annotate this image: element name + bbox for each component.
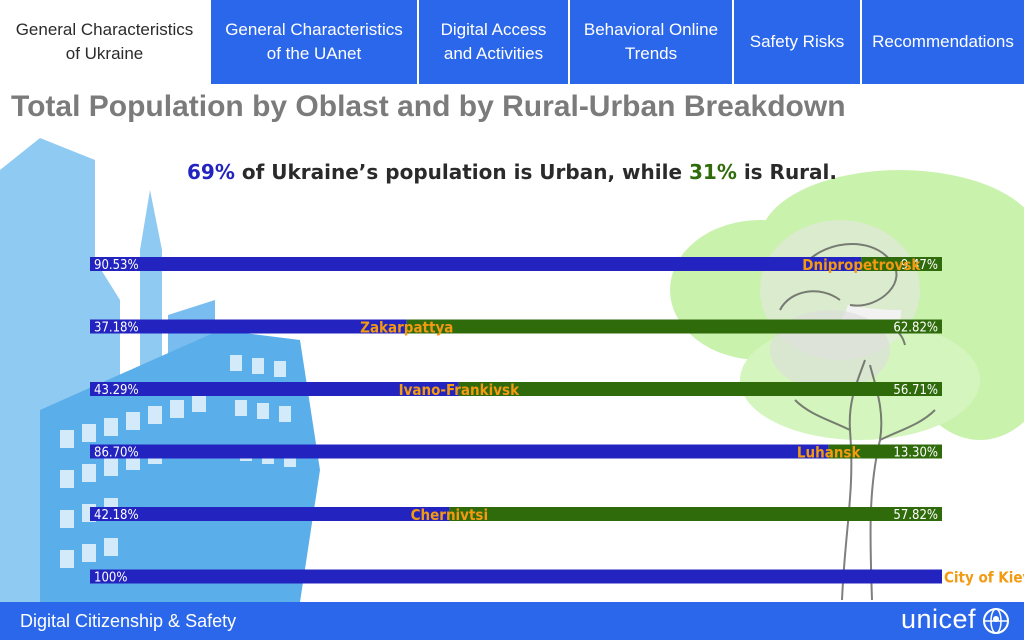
urban-value-label-luhansk: 86.70% [94, 446, 139, 461]
urban-bar-dnipropetrovsk [90, 257, 862, 271]
urban-value-label-chernivtsi: 42.18% [94, 508, 139, 523]
urban-value-label-ivano-frankivsk: 43.29% [94, 383, 139, 398]
footer-bar: Digital Citizenship & Safety unicef [0, 602, 1024, 640]
rural-bar-ivano-frankivsk [458, 382, 942, 396]
tab-behavioral-online-trends[interactable]: Behavioral Online Trends [568, 0, 732, 84]
summary-statement: 69% of Ukraine’s population is Urban, wh… [0, 160, 1024, 184]
category-label-ivano-frankivsk: Ivano-Frankivsk [399, 381, 520, 399]
summary-end-text: is Rural. [736, 160, 837, 184]
urban-bar-luhansk [90, 444, 829, 459]
rural-bar-luhansk [828, 444, 942, 459]
tab-recommendations[interactable]: Recommendations [860, 0, 1024, 84]
tab-general-characteristics-uanet[interactable]: General Characteristics of the UAnet [209, 0, 417, 84]
category-label-chernivtsi: Chernivtsi [411, 506, 488, 524]
category-label-city-of-kiev: City of Kiev [944, 569, 1024, 587]
tab-general-characteristics-ukraine[interactable]: General Characteristics of Ukraine [0, 0, 209, 84]
tab-label: Digital Access and Activities [440, 20, 547, 63]
tab-label: Recommendations [872, 32, 1014, 51]
rural-value-label-chernivtsi: 57.82% [893, 508, 938, 523]
category-label-dnipropetrovsk: Dnipropetrovsk [802, 256, 921, 274]
urban-value-label-dnipropetrovsk: 90.53% [94, 258, 139, 273]
rural-value-label-luhansk: 13.30% [893, 446, 938, 461]
unicef-logo-text: unicef [900, 604, 976, 634]
urban-bar-ivano-frankivsk [90, 382, 459, 396]
tab-safety-risks[interactable]: Safety Risks [732, 0, 860, 84]
urban-bar-city-of-kiev [90, 569, 942, 584]
rural-value-label-dnipropetrovsk: 9.47% [901, 258, 938, 273]
rural-bar-chernivtsi [449, 507, 942, 521]
urban-bar-zakarpattya [90, 319, 407, 334]
page-title: Total Population by Oblast and by Rural-… [11, 90, 846, 123]
rural-bar-zakarpattya [406, 319, 943, 334]
tab-digital-access[interactable]: Digital Access and Activities [417, 0, 568, 84]
rural-value-label-ivano-frankivsk: 56.71% [893, 383, 938, 398]
urban-value-label-zakarpattya: 37.18% [94, 321, 139, 336]
rural-percentage: 31% [688, 160, 737, 184]
rural-value-label-zakarpattya: 62.82% [893, 321, 938, 336]
summary-mid-text: of Ukraine’s population is Urban, while [234, 160, 689, 184]
tab-label: Safety Risks [749, 32, 845, 51]
tab-label: General Characteristics of the UAnet [225, 20, 403, 63]
urban-percentage: 69% [187, 160, 235, 184]
tab-label: General Characteristics of Ukraine [15, 20, 194, 63]
urban-value-label-city-of-kiev: 100% [94, 571, 127, 586]
top-nav: General Characteristics of Ukraine Gener… [0, 0, 1024, 84]
unicef-globe-icon [983, 608, 1009, 634]
urban-bar-chernivtsi [90, 507, 450, 521]
tab-label: Behavioral Online Trends [583, 20, 719, 63]
footer-title: Digital Citizenship & Safety [20, 611, 237, 631]
category-label-zakarpattya: Zakarpattya [360, 319, 453, 337]
rural-bar-dnipropetrovsk [861, 257, 942, 271]
category-label-luhansk: Luhansk [797, 444, 862, 462]
